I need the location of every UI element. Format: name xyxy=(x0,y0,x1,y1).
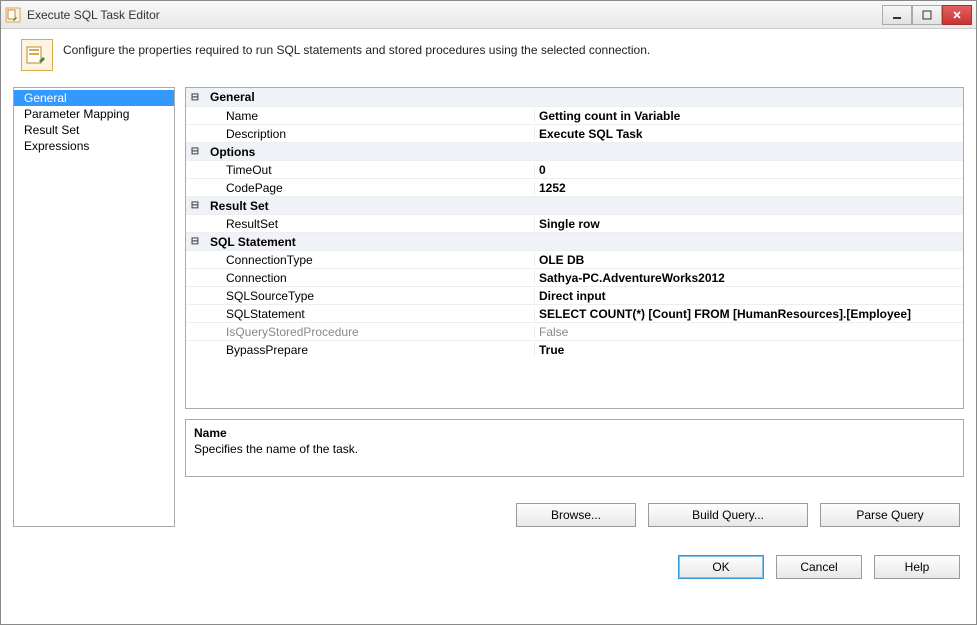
property-row[interactable]: BypassPrepareTrue xyxy=(186,340,963,358)
property-category[interactable]: ⊟Result Set xyxy=(186,196,963,214)
property-row[interactable]: ConnectionSathya-PC.AdventureWorks2012 xyxy=(186,268,963,286)
property-label: Description xyxy=(204,127,534,141)
property-row[interactable]: DescriptionExecute SQL Task xyxy=(186,124,963,142)
property-row[interactable]: IsQueryStoredProcedureFalse xyxy=(186,322,963,340)
window-title: Execute SQL Task Editor xyxy=(27,8,160,22)
task-icon xyxy=(21,39,53,71)
dialog-content: Configure the properties required to run… xyxy=(1,29,976,624)
cancel-button[interactable]: Cancel xyxy=(776,555,862,579)
property-label: SQLSourceType xyxy=(204,289,534,303)
property-label: Name xyxy=(204,109,534,123)
property-label: ConnectionType xyxy=(204,253,534,267)
collapse-icon[interactable]: ⊟ xyxy=(186,236,204,247)
property-value[interactable]: True xyxy=(534,343,963,357)
sidebar-item-expressions[interactable]: Expressions xyxy=(14,138,174,154)
property-label: TimeOut xyxy=(204,163,534,177)
dialog-button-row: OK Cancel Help xyxy=(13,555,964,579)
property-grid[interactable]: ⊟GeneralNameGetting count in VariableDes… xyxy=(185,87,964,409)
property-label: ResultSet xyxy=(204,217,534,231)
category-sidebar: GeneralParameter MappingResult SetExpres… xyxy=(13,87,175,527)
property-category[interactable]: ⊟General xyxy=(186,88,963,106)
property-value[interactable]: SELECT COUNT(*) [Count] FROM [HumanResou… xyxy=(534,307,963,321)
category-label: Options xyxy=(204,145,534,159)
property-row[interactable]: TimeOut0 xyxy=(186,160,963,178)
sidebar-item-general[interactable]: General xyxy=(14,90,174,106)
property-row[interactable]: ResultSetSingle row xyxy=(186,214,963,232)
property-label: SQLStatement xyxy=(204,307,534,321)
property-value[interactable]: Direct input xyxy=(534,289,963,303)
maximize-button[interactable] xyxy=(912,5,942,25)
category-label: SQL Statement xyxy=(204,235,534,249)
property-value[interactable]: False xyxy=(534,325,963,339)
collapse-icon[interactable]: ⊟ xyxy=(186,92,204,103)
browse-button[interactable]: Browse... xyxy=(516,503,636,527)
property-category[interactable]: ⊟Options xyxy=(186,142,963,160)
title-bar[interactable]: Execute SQL Task Editor xyxy=(1,1,976,29)
sidebar-item-parameter-mapping[interactable]: Parameter Mapping xyxy=(14,106,174,122)
property-label: BypassPrepare xyxy=(204,343,534,357)
help-button[interactable]: Help xyxy=(874,555,960,579)
build-query-button[interactable]: Build Query... xyxy=(648,503,808,527)
dialog-description: Configure the properties required to run… xyxy=(63,43,650,57)
parse-query-button[interactable]: Parse Query xyxy=(820,503,960,527)
property-value[interactable]: 0 xyxy=(534,163,963,177)
category-label: General xyxy=(204,90,534,104)
property-value[interactable]: Single row xyxy=(534,217,963,231)
property-label: CodePage xyxy=(204,181,534,195)
dialog-header: Configure the properties required to run… xyxy=(13,39,964,71)
property-description-title: Name xyxy=(194,426,955,440)
property-row[interactable]: SQLStatementSELECT COUNT(*) [Count] FROM… xyxy=(186,304,963,322)
minimize-button[interactable] xyxy=(882,5,912,25)
property-description-text: Specifies the name of the task. xyxy=(194,442,955,456)
collapse-icon[interactable]: ⊟ xyxy=(186,146,204,157)
category-label: Result Set xyxy=(204,199,534,213)
property-row[interactable]: ConnectionTypeOLE DB xyxy=(186,250,963,268)
app-icon xyxy=(5,7,21,23)
property-label: Connection xyxy=(204,271,534,285)
property-description-panel: Name Specifies the name of the task. xyxy=(185,419,964,477)
property-value[interactable]: Sathya-PC.AdventureWorks2012 xyxy=(534,271,963,285)
collapse-icon[interactable]: ⊟ xyxy=(186,200,204,211)
property-row[interactable]: SQLSourceTypeDirect input xyxy=(186,286,963,304)
property-category[interactable]: ⊟SQL Statement xyxy=(186,232,963,250)
dialog-window: Execute SQL Task Editor xyxy=(0,0,977,625)
sidebar-item-result-set[interactable]: Result Set xyxy=(14,122,174,138)
main-area: GeneralParameter MappingResult SetExpres… xyxy=(13,87,964,527)
query-button-row: Browse... Build Query... Parse Query xyxy=(185,503,964,527)
property-label: IsQueryStoredProcedure xyxy=(204,325,534,339)
property-value[interactable]: OLE DB xyxy=(534,253,963,267)
property-value[interactable]: Getting count in Variable xyxy=(534,109,963,123)
property-row[interactable]: CodePage1252 xyxy=(186,178,963,196)
property-value[interactable]: 1252 xyxy=(534,181,963,195)
close-button[interactable] xyxy=(942,5,972,25)
property-row[interactable]: NameGetting count in Variable xyxy=(186,106,963,124)
right-column: ⊟GeneralNameGetting count in VariableDes… xyxy=(185,87,964,527)
ok-button[interactable]: OK xyxy=(678,555,764,579)
window-buttons xyxy=(882,5,972,25)
property-value[interactable]: Execute SQL Task xyxy=(534,127,963,141)
